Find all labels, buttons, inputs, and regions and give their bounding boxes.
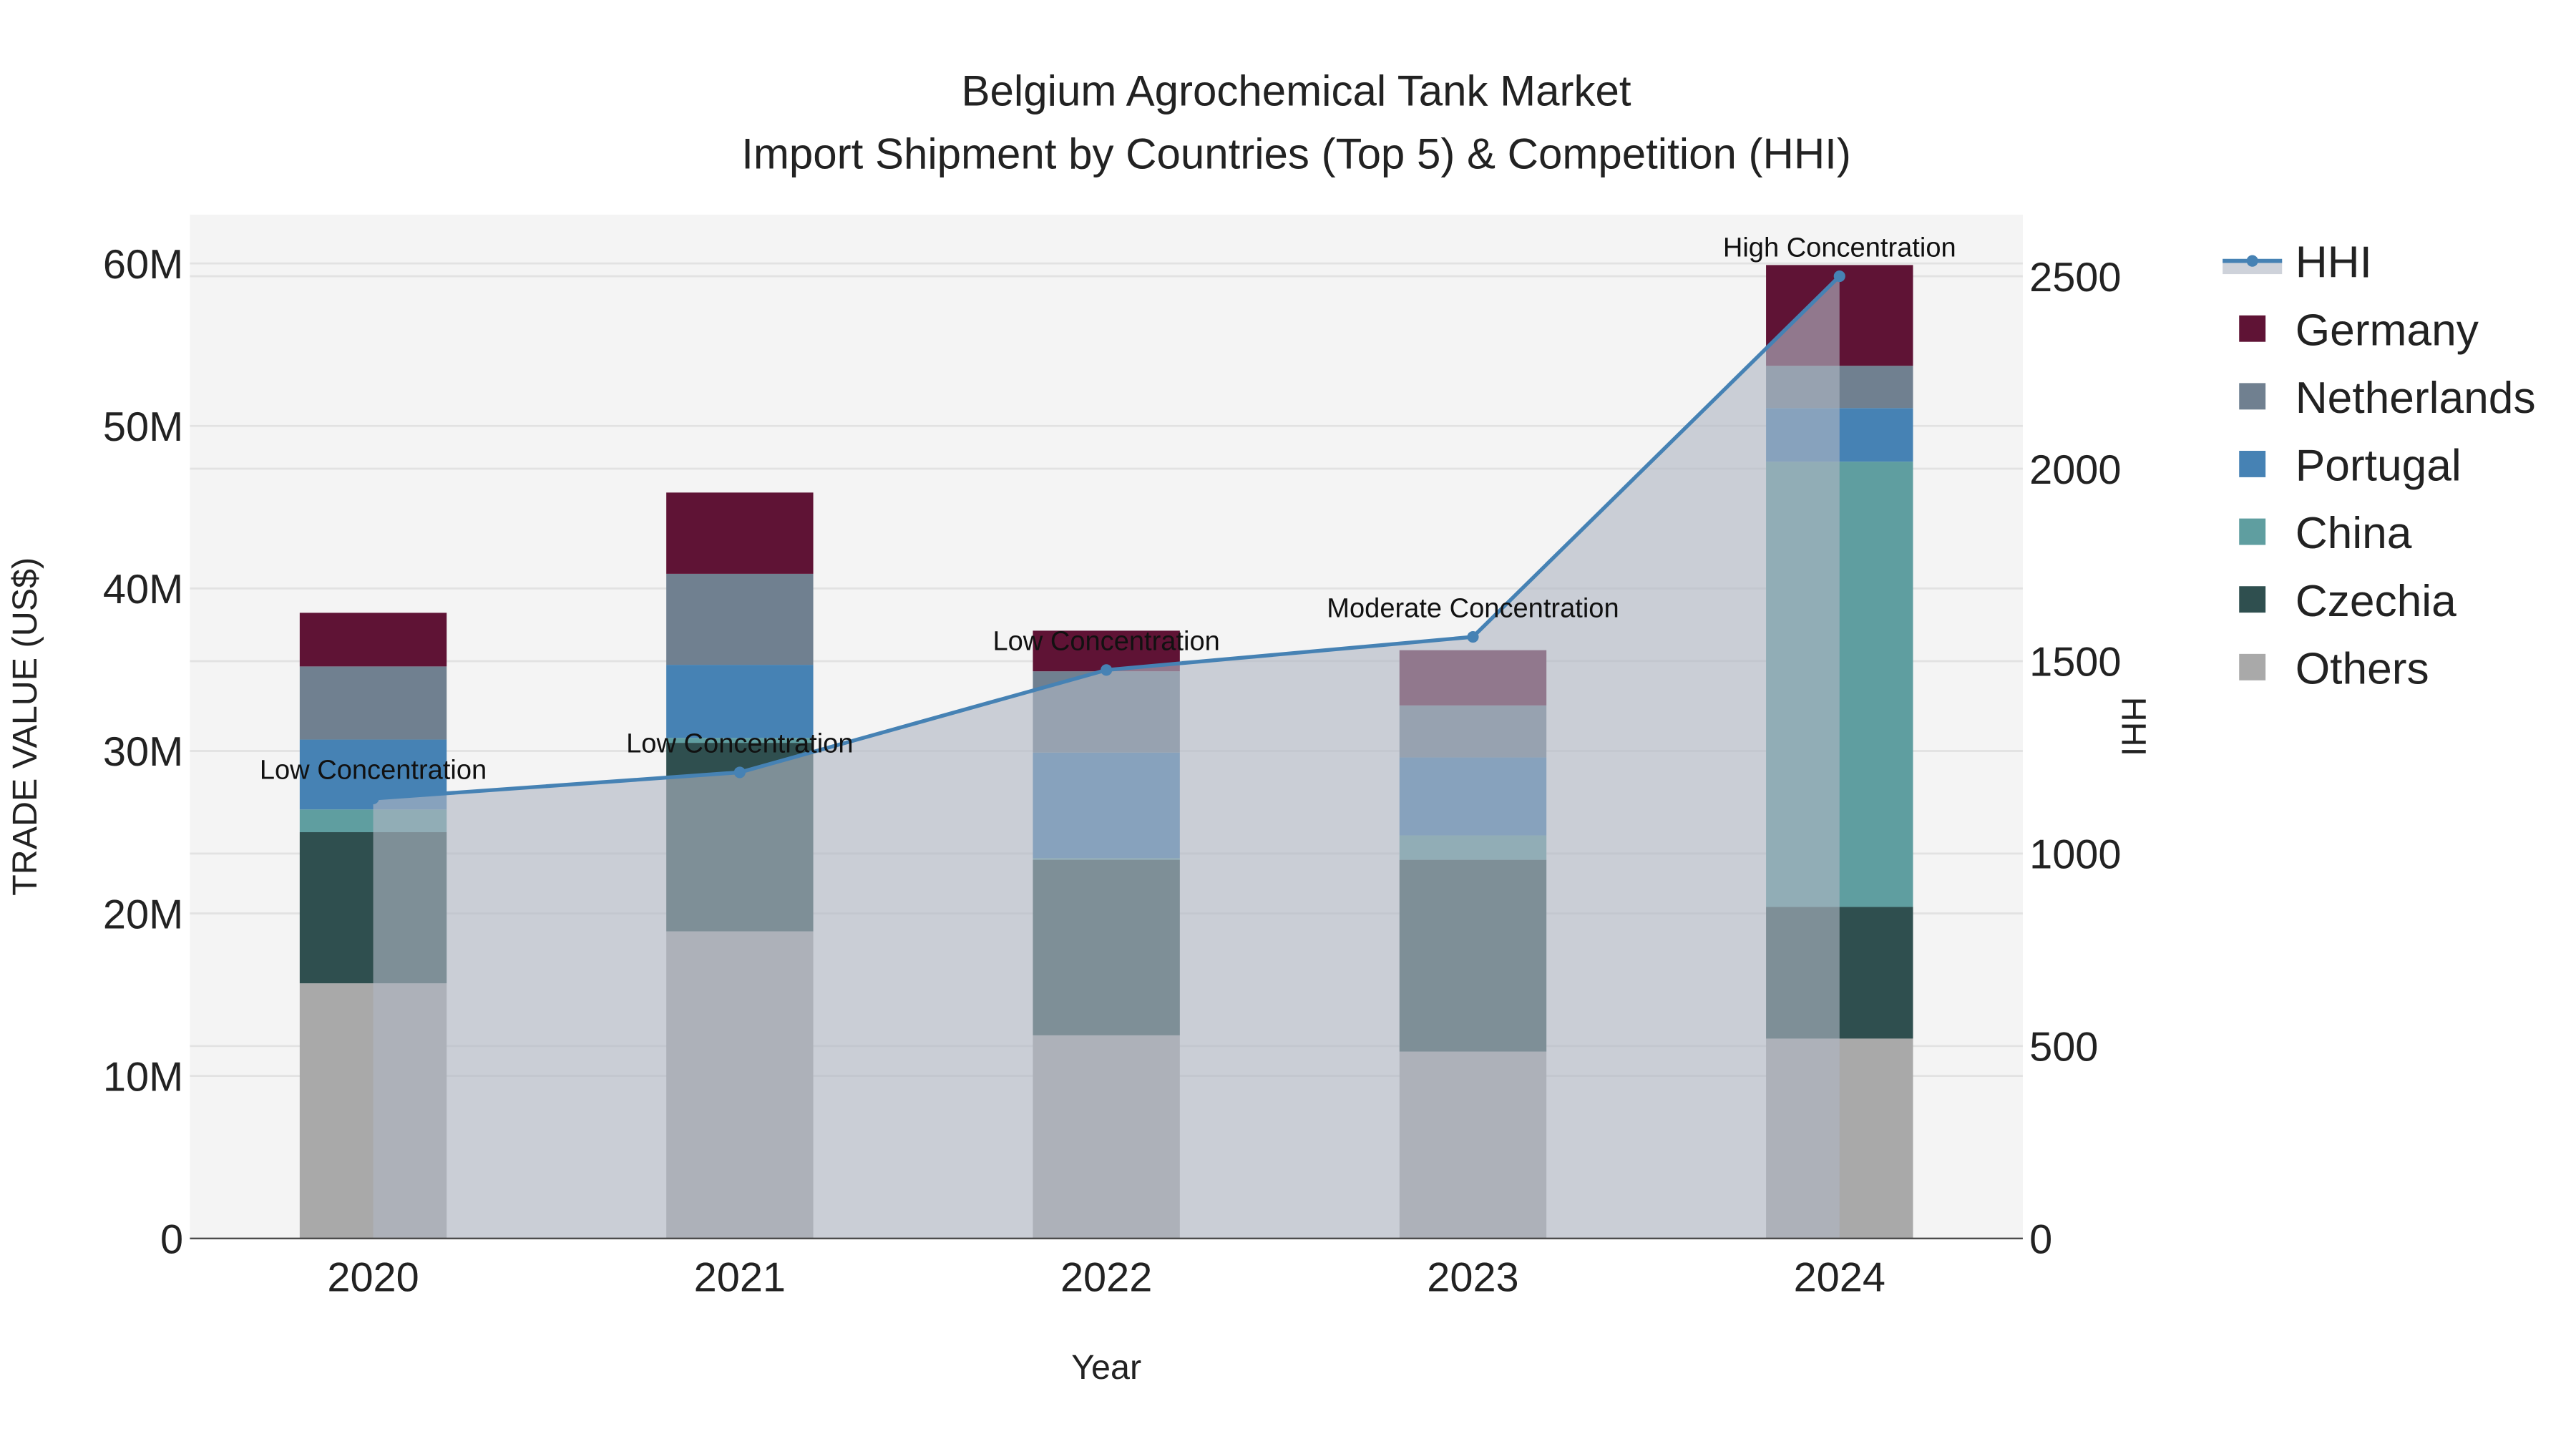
bar-germany-2021[interactable] <box>666 492 814 574</box>
hhi-annotation: Low Concentration <box>260 755 487 785</box>
legend-label: HHI <box>2296 238 2372 288</box>
bar-germany-2020[interactable] <box>299 613 447 667</box>
y2-tick-label: 0 <box>2029 1217 2052 1263</box>
x-tick-label: 2022 <box>1060 1255 1152 1301</box>
x-tick-label: 2023 <box>1427 1255 1518 1301</box>
legend-item-netherlands[interactable]: Netherlands <box>2239 374 2536 423</box>
hhi-annotation: Low Concentration <box>992 627 1219 657</box>
legend-label: Others <box>2296 644 2429 693</box>
legend-item-hhi[interactable]: HHI <box>2223 238 2372 288</box>
legend-item-germany[interactable]: Germany <box>2239 306 2479 355</box>
y-tick-label: 60M <box>103 242 183 288</box>
legend-swatch-hhi-marker <box>2246 255 2258 267</box>
legend-label: Portugal <box>2296 441 2462 491</box>
hhi-point-2020[interactable] <box>367 792 379 805</box>
y2-tick-label: 1500 <box>2029 640 2121 686</box>
chart-title: Belgium Agrochemical Tank Market <box>962 67 1631 115</box>
y2-tick-label: 1000 <box>2029 832 2121 878</box>
hhi-point-2021[interactable] <box>733 766 746 779</box>
y-tick-label: 40M <box>103 567 183 613</box>
hhi-annotation: High Concentration <box>1723 233 1956 263</box>
hhi-point-2023[interactable] <box>1467 630 1479 643</box>
hhi-point-2024[interactable] <box>1833 270 1845 283</box>
y-tick-label: 10M <box>103 1054 183 1100</box>
hhi-point-2022[interactable] <box>1101 664 1113 676</box>
legend-swatch <box>2239 315 2266 342</box>
chart-subtitle: Import Shipment by Countries (Top 5) & C… <box>741 130 1851 177</box>
legend-swatch <box>2239 653 2266 680</box>
legend-swatch <box>2239 383 2266 410</box>
axes: 0 10M 20M 30M 40M 50M 60M 0 500 1000 1500 2000 2500 2… <box>103 242 2122 1301</box>
bar-netherlands-2021[interactable] <box>666 573 814 665</box>
legend-item-china[interactable]: China <box>2239 509 2412 558</box>
y2-tick-label: 500 <box>2029 1025 2098 1070</box>
hhi-annotation: Moderate Concentration <box>1327 593 1619 623</box>
y-axis-title: TRADE VALUE (US$) <box>6 557 44 896</box>
bar-portugal-2021[interactable] <box>666 665 814 738</box>
bar-china-2021[interactable] <box>666 738 814 743</box>
legend-item-others[interactable]: Others <box>2239 644 2429 693</box>
legend-label: China <box>2296 509 2412 558</box>
x-tick-label: 2020 <box>327 1255 419 1301</box>
hhi-series: Low Concentration Low Concentration Low Co… <box>260 233 1956 1239</box>
legend-swatch-hhi-area <box>2223 260 2283 275</box>
legend-item-czechia[interactable]: Czechia <box>2239 577 2457 626</box>
legend-swatch <box>2239 586 2266 613</box>
y2-axis-title: HHI <box>2114 697 2152 756</box>
y-tick-label: 30M <box>103 729 183 775</box>
x-tick-label: 2024 <box>1794 1255 1885 1301</box>
legend: HHI Germany Netherlands Portugal China Czechi… <box>2223 238 2536 693</box>
y-tick-label: 0 <box>160 1217 183 1263</box>
legend-label: Germany <box>2296 306 2479 355</box>
y-tick-label: 20M <box>103 892 183 937</box>
hhi-area <box>373 276 1840 1239</box>
legend-swatch <box>2239 518 2266 545</box>
hhi-annotation: Low Concentration <box>626 729 853 759</box>
bar-netherlands-2020[interactable] <box>299 666 447 740</box>
y-tick-label: 50M <box>103 404 183 450</box>
x-axis-title: Year <box>1071 1348 1141 1387</box>
y2-tick-label: 2500 <box>2029 255 2121 301</box>
x-tick-label: 2021 <box>694 1255 786 1301</box>
legend-item-portugal[interactable]: Portugal <box>2239 441 2462 491</box>
y2-tick-label: 2000 <box>2029 447 2121 493</box>
legend-swatch <box>2239 451 2266 477</box>
legend-label: Czechia <box>2296 577 2457 626</box>
legend-label: Netherlands <box>2296 374 2536 423</box>
